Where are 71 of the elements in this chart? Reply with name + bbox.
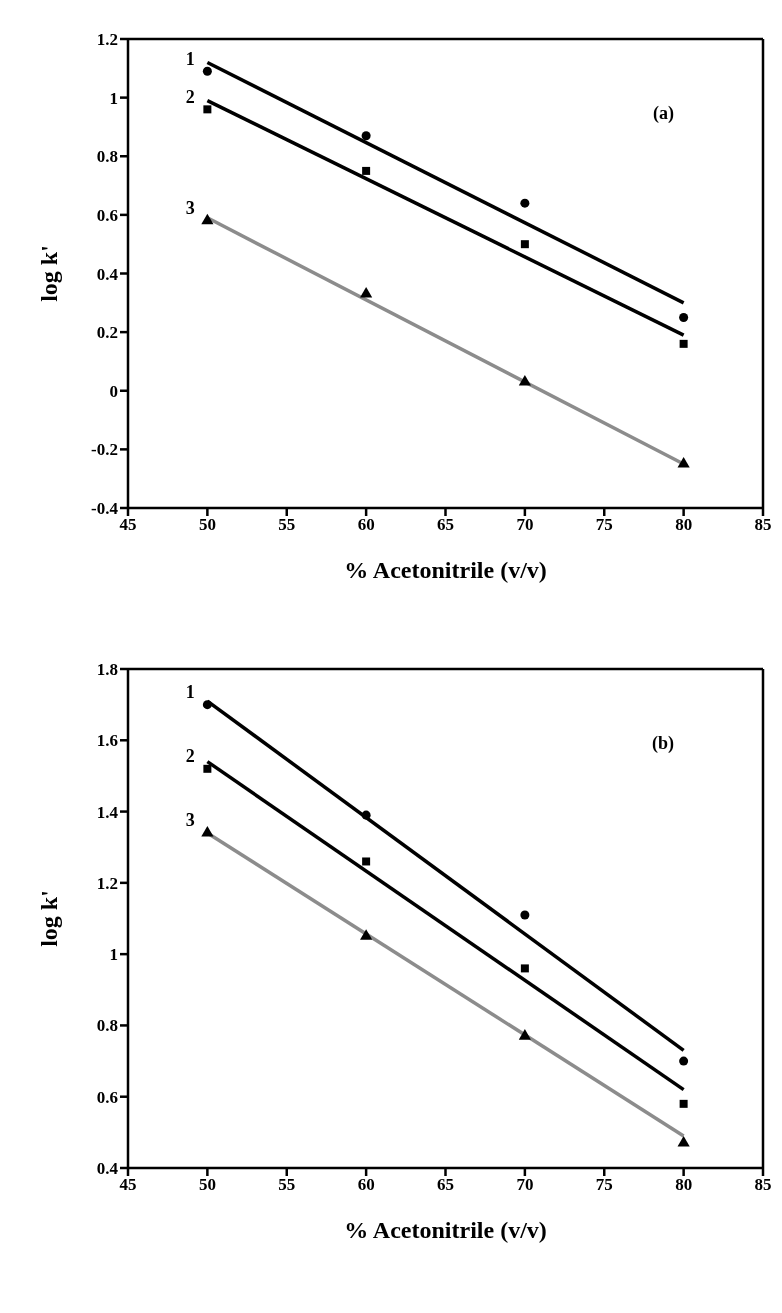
point: [677, 1136, 690, 1147]
y-tick-label: 1: [109, 945, 118, 965]
x-tick-label: 65: [437, 1175, 454, 1195]
y-tick-label: -0.2: [91, 440, 118, 460]
point: [362, 857, 371, 866]
series-label: 2: [185, 86, 195, 107]
y-tick-label: 0.2: [96, 323, 118, 343]
x-tick-label: 80: [675, 515, 693, 535]
y-axis-title: log k': [35, 245, 62, 302]
x-tick-label: 70: [516, 1175, 534, 1195]
x-tick-label: 85: [754, 1175, 772, 1195]
point: [361, 810, 371, 820]
x-axis-title: % Acetonitrile (v/v): [344, 557, 547, 583]
series-label: 1: [185, 48, 195, 69]
annotation: (b): [652, 733, 674, 754]
y-tick-label: 0.6: [96, 1087, 118, 1107]
point: [361, 131, 371, 141]
x-tick-label: 85: [754, 515, 772, 535]
y-tick-label: 0.6: [96, 205, 118, 225]
y-tick-label: 1: [109, 88, 118, 108]
point: [202, 700, 212, 710]
point: [360, 929, 373, 940]
point: [201, 825, 214, 837]
point: [677, 457, 690, 468]
x-tick-label: 65: [437, 515, 454, 535]
y-tick-label: 0.4: [96, 264, 119, 284]
x-tick-label: 75: [595, 515, 613, 535]
y-tick-label: 1.2: [96, 30, 118, 50]
y-tick-label: 0.8: [96, 1016, 118, 1036]
x-tick-label: 60: [357, 1175, 375, 1195]
series-label: 1: [185, 682, 195, 703]
series-label: 3: [185, 198, 195, 219]
point: [203, 105, 212, 114]
x-tick-label: 80: [675, 1175, 693, 1195]
point: [679, 1056, 689, 1066]
point: [520, 240, 529, 249]
point: [520, 964, 529, 973]
x-tick-label: 50: [198, 515, 216, 535]
point: [360, 287, 373, 298]
x-tick-label: 55: [278, 515, 296, 535]
y-tick-label: 1.2: [96, 873, 118, 893]
x-tick-label: 50: [198, 1175, 216, 1195]
y-axis-title: log k': [35, 890, 62, 947]
y-tick-label: -0.4: [91, 499, 119, 519]
x-tick-label: 70: [516, 515, 534, 535]
annotation: (a): [653, 103, 674, 124]
point: [679, 339, 688, 348]
y-tick-label: 1.8: [96, 660, 118, 680]
x-axis-title: % Acetonitrile (v/v): [344, 1217, 547, 1243]
y-tick-label: 1.6: [96, 731, 118, 751]
x-tick-label: 55: [278, 1175, 296, 1195]
point: [679, 1099, 688, 1108]
point: [518, 1029, 531, 1040]
point: [203, 764, 212, 773]
point: [520, 910, 530, 920]
point: [201, 213, 214, 225]
series-label: 3: [185, 810, 195, 831]
y-tick-label: 0.4: [96, 1159, 119, 1179]
x-tick-label: 60: [357, 515, 375, 535]
point: [518, 374, 531, 386]
point: [520, 198, 530, 208]
point: [679, 312, 689, 322]
y-tick-label: 0.8: [96, 147, 118, 167]
y-tick-label: 1.4: [96, 802, 119, 822]
x-tick-label: 75: [595, 1175, 613, 1195]
x-tick-label: 45: [119, 515, 137, 535]
y-tick-label: 0: [109, 381, 118, 401]
x-tick-label: 45: [119, 1175, 137, 1195]
point: [202, 66, 212, 76]
series-label: 2: [185, 746, 195, 767]
point: [362, 166, 371, 175]
